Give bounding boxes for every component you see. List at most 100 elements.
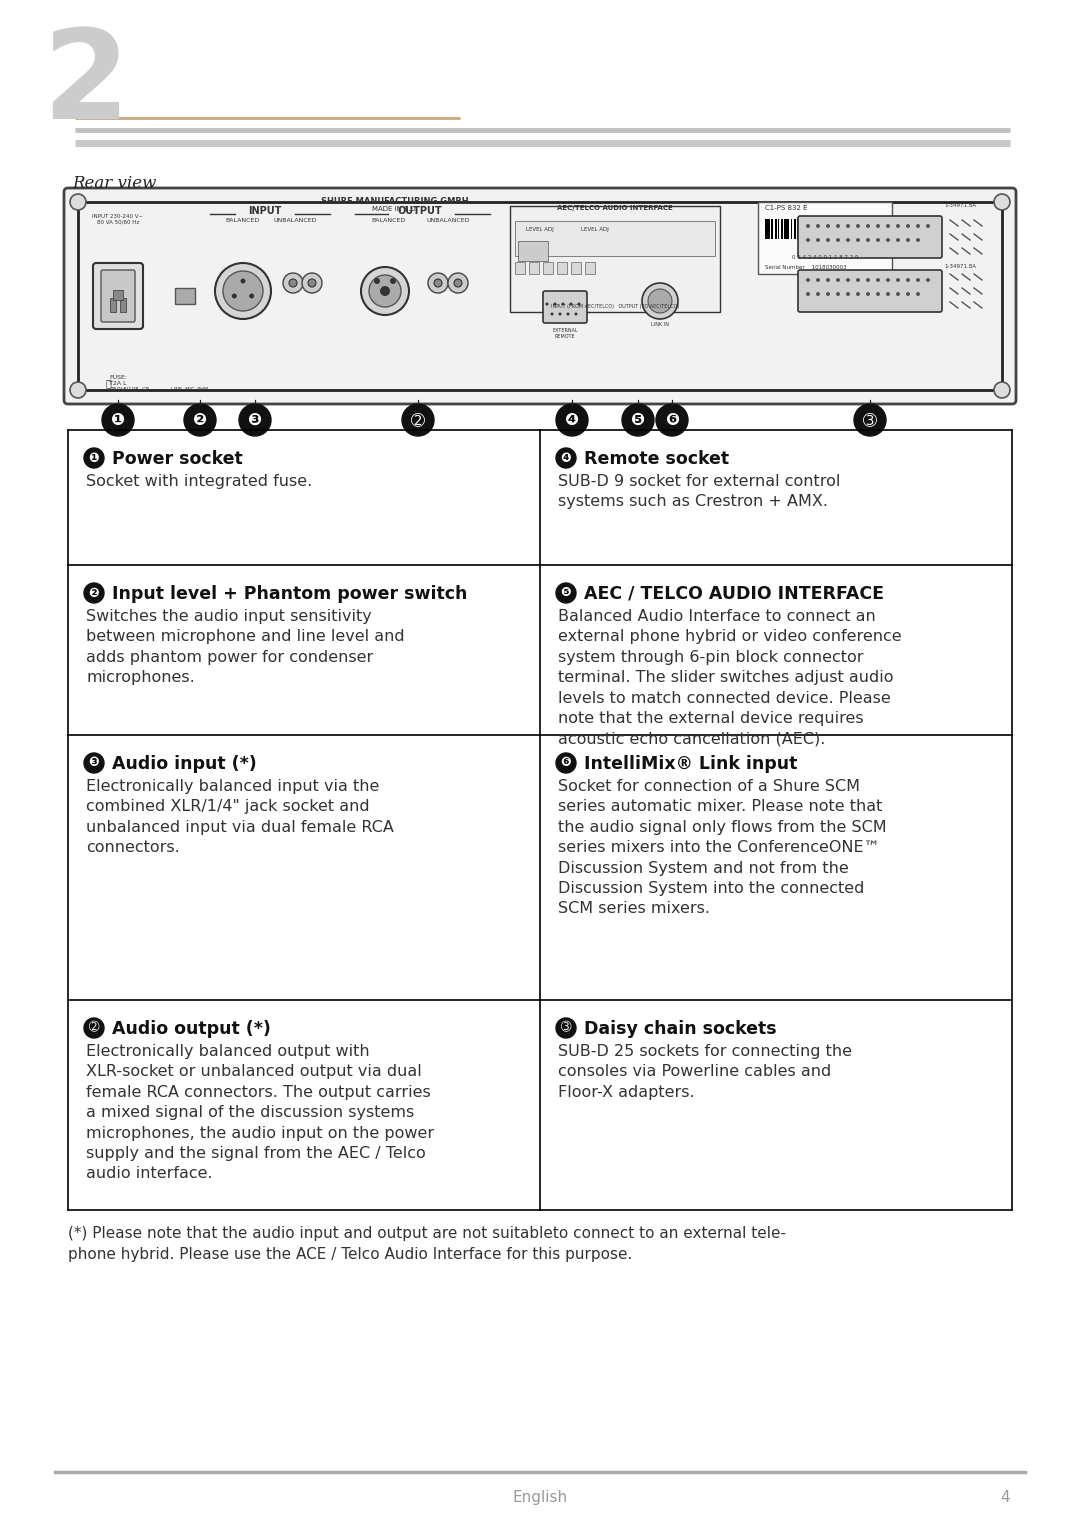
FancyBboxPatch shape bbox=[829, 220, 831, 240]
FancyBboxPatch shape bbox=[798, 217, 942, 258]
Text: 4: 4 bbox=[1000, 1489, 1010, 1505]
Circle shape bbox=[806, 291, 810, 296]
FancyBboxPatch shape bbox=[841, 220, 845, 240]
Text: LEVEL ADJ: LEVEL ADJ bbox=[526, 227, 554, 232]
FancyBboxPatch shape bbox=[833, 220, 835, 240]
Circle shape bbox=[556, 583, 576, 603]
Circle shape bbox=[556, 449, 576, 468]
Text: LINE  MIC  PHM: LINE MIC PHM bbox=[171, 388, 208, 392]
Text: AEC / TELCO AUDIO INTERFACE: AEC / TELCO AUDIO INTERFACE bbox=[584, 584, 885, 603]
Circle shape bbox=[184, 404, 216, 436]
Text: IntelliMix® Link input: IntelliMix® Link input bbox=[584, 755, 797, 774]
FancyBboxPatch shape bbox=[787, 220, 788, 240]
Circle shape bbox=[380, 285, 390, 296]
Circle shape bbox=[906, 291, 910, 296]
Text: Balanced Audio Interface to connect an
external phone hybrid or video conference: Balanced Audio Interface to connect an e… bbox=[558, 609, 902, 746]
Circle shape bbox=[896, 238, 900, 243]
Circle shape bbox=[622, 404, 654, 436]
Text: INPUT: INPUT bbox=[248, 206, 282, 217]
Circle shape bbox=[906, 278, 910, 282]
Circle shape bbox=[239, 404, 271, 436]
FancyBboxPatch shape bbox=[836, 220, 837, 240]
Circle shape bbox=[448, 273, 468, 293]
FancyBboxPatch shape bbox=[768, 220, 770, 240]
FancyBboxPatch shape bbox=[557, 262, 567, 275]
Circle shape bbox=[896, 291, 900, 296]
Circle shape bbox=[926, 224, 930, 227]
FancyBboxPatch shape bbox=[851, 220, 854, 240]
Text: C1-PS 832 E: C1-PS 832 E bbox=[765, 204, 808, 211]
Circle shape bbox=[886, 278, 890, 282]
Circle shape bbox=[428, 273, 448, 293]
Text: ❺: ❺ bbox=[561, 586, 571, 600]
Circle shape bbox=[886, 238, 890, 243]
FancyBboxPatch shape bbox=[585, 262, 595, 275]
Text: EXTERNAL
REMOTE: EXTERNAL REMOTE bbox=[552, 328, 578, 339]
Circle shape bbox=[102, 404, 134, 436]
Text: ❹: ❹ bbox=[561, 452, 571, 464]
FancyBboxPatch shape bbox=[845, 220, 847, 240]
FancyBboxPatch shape bbox=[804, 220, 806, 240]
Circle shape bbox=[70, 382, 86, 398]
FancyBboxPatch shape bbox=[515, 262, 525, 275]
Text: SUB-D 9 socket for external control
systems such as Crestron + AMX.: SUB-D 9 socket for external control syst… bbox=[558, 475, 840, 510]
FancyBboxPatch shape bbox=[758, 201, 892, 275]
Circle shape bbox=[361, 267, 409, 314]
FancyBboxPatch shape bbox=[826, 220, 827, 240]
Text: Rear view: Rear view bbox=[72, 175, 157, 192]
FancyBboxPatch shape bbox=[110, 298, 116, 311]
FancyBboxPatch shape bbox=[765, 220, 768, 240]
Circle shape bbox=[816, 278, 820, 282]
FancyBboxPatch shape bbox=[794, 220, 796, 240]
FancyBboxPatch shape bbox=[874, 220, 875, 240]
Circle shape bbox=[289, 279, 297, 287]
Text: SUB-D 25 sockets for connecting the
consoles via Powerline cables and
Floor-X ad: SUB-D 25 sockets for connecting the cons… bbox=[558, 1044, 852, 1100]
Circle shape bbox=[554, 302, 556, 305]
Circle shape bbox=[656, 404, 688, 436]
Circle shape bbox=[896, 224, 900, 227]
Circle shape bbox=[434, 279, 442, 287]
FancyBboxPatch shape bbox=[813, 220, 815, 240]
FancyBboxPatch shape bbox=[543, 262, 553, 275]
Text: Input level + Phantom power switch: Input level + Phantom power switch bbox=[112, 584, 468, 603]
FancyBboxPatch shape bbox=[800, 220, 801, 240]
Text: BALANCED: BALANCED bbox=[226, 218, 260, 223]
Text: Socket with integrated fuse.: Socket with integrated fuse. bbox=[86, 475, 312, 488]
FancyBboxPatch shape bbox=[798, 270, 942, 311]
FancyBboxPatch shape bbox=[784, 220, 786, 240]
Text: ➂: ➂ bbox=[863, 410, 877, 429]
Circle shape bbox=[916, 238, 920, 243]
FancyBboxPatch shape bbox=[816, 220, 818, 240]
FancyBboxPatch shape bbox=[529, 262, 539, 275]
Text: Remote socket: Remote socket bbox=[584, 450, 729, 468]
FancyBboxPatch shape bbox=[791, 220, 792, 240]
Circle shape bbox=[854, 404, 886, 436]
Circle shape bbox=[906, 224, 910, 227]
Circle shape bbox=[569, 302, 572, 305]
Circle shape bbox=[84, 1018, 104, 1038]
Circle shape bbox=[308, 279, 316, 287]
FancyBboxPatch shape bbox=[867, 220, 869, 240]
FancyBboxPatch shape bbox=[571, 262, 581, 275]
Text: Power socket: Power socket bbox=[112, 450, 243, 468]
Circle shape bbox=[283, 273, 303, 293]
Text: ❶: ❶ bbox=[89, 452, 99, 464]
Circle shape bbox=[856, 238, 860, 243]
Circle shape bbox=[886, 291, 890, 296]
Text: UNBALANCED: UNBALANCED bbox=[427, 218, 470, 223]
FancyBboxPatch shape bbox=[864, 220, 866, 240]
Circle shape bbox=[556, 1018, 576, 1038]
Circle shape bbox=[241, 279, 245, 284]
Text: (*) Please note that the audio input and output are not suitableto connect to an: (*) Please note that the audio input and… bbox=[68, 1225, 786, 1262]
FancyBboxPatch shape bbox=[870, 220, 873, 240]
Text: FUSE:
T2A L
250V: FUSE: T2A L 250V bbox=[109, 375, 127, 392]
Text: Audio output (*): Audio output (*) bbox=[112, 1019, 271, 1038]
Circle shape bbox=[826, 278, 831, 282]
Circle shape bbox=[846, 291, 850, 296]
Circle shape bbox=[994, 382, 1010, 398]
FancyBboxPatch shape bbox=[838, 220, 840, 240]
FancyBboxPatch shape bbox=[771, 220, 773, 240]
Circle shape bbox=[222, 272, 264, 311]
Circle shape bbox=[836, 278, 840, 282]
Circle shape bbox=[816, 224, 820, 227]
